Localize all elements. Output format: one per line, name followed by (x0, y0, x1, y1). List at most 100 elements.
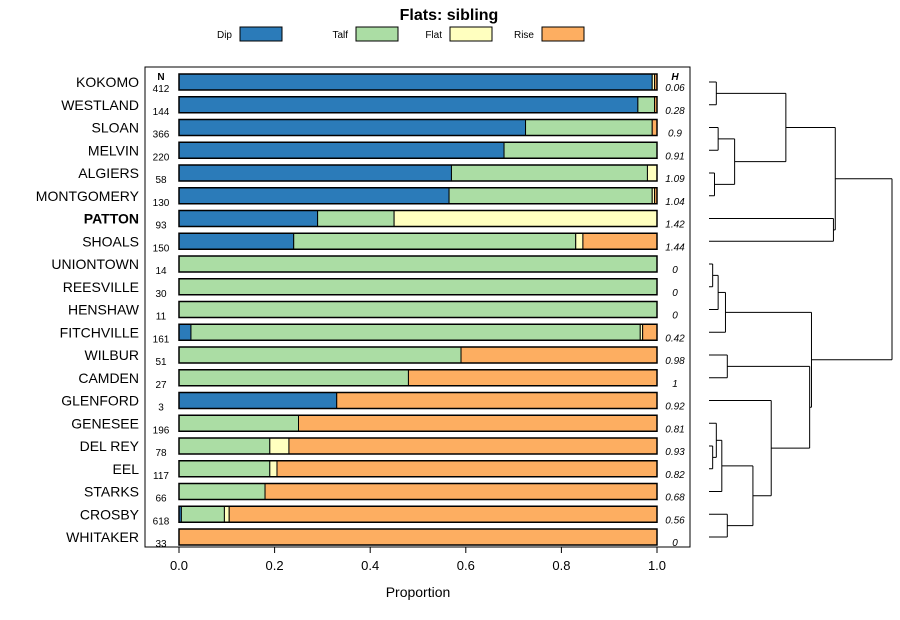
bar-segment-melvin-talf (503, 141, 658, 159)
bar-segment-crosby-rise (228, 505, 658, 523)
bar-outline-del-rey (178, 437, 658, 455)
bar-segment-whitaker-rise (178, 528, 658, 546)
row-label-sloan: SLOAN (92, 120, 139, 136)
bar-outline-wilbur (178, 346, 658, 364)
row-label-montgomery: MONTGOMERY (36, 188, 140, 204)
bar-segment-patton-dip (178, 210, 319, 227)
row-label-melvin: MELVIN (88, 142, 139, 158)
bar-segment-shoals-flat (575, 232, 584, 250)
bar-segment-shoals-talf (293, 232, 577, 250)
bar-outline-henshaw (178, 300, 658, 319)
bar-segment-algiers-dip (178, 164, 452, 182)
bar-segment-del-rey-flat (269, 437, 290, 455)
n-value-whitaker: 33 (155, 539, 167, 550)
h-value-patton: 1.42 (665, 220, 685, 231)
h-value-starks: 0.68 (665, 493, 685, 504)
row-label-crosby: CROSBY (80, 506, 140, 522)
bar-segment-crosby-flat (223, 505, 230, 523)
row-label-starks: STARKS (84, 484, 139, 500)
n-value-henshaw: 11 (156, 312, 167, 323)
bar-outline-patton (178, 209, 658, 228)
n-value-patton: 93 (155, 221, 167, 232)
n-value-montgomery: 130 (153, 198, 170, 209)
bar-segment-del-rey-rise (288, 437, 658, 455)
row-label-westland: WESTLAND (61, 97, 139, 113)
h-value-wilbur: 0.98 (665, 356, 685, 367)
h-value-kokomo: 0.06 (665, 83, 685, 94)
bar-segment-camden-talf (178, 369, 409, 387)
bar-segment-genesee-rise (298, 414, 658, 432)
bar-segment-starks-rise (264, 483, 658, 500)
n-value-genesee: 196 (153, 425, 170, 436)
h-value-algiers: 1.09 (665, 174, 685, 185)
n-value-reesville: 30 (155, 289, 167, 300)
n-value-kokomo: 412 (153, 84, 170, 95)
row-label-wilbur: WILBUR (85, 347, 139, 363)
row-label-shoals: SHOALS (82, 233, 139, 249)
row-label-camden: CAMDEN (78, 370, 139, 386)
legend-label-rise: Rise (514, 30, 534, 41)
bar-segment-camden-rise (407, 369, 658, 387)
bar-segment-westland-talf (637, 96, 656, 114)
bar-segment-sloan-talf (525, 119, 653, 136)
bar-outline-fitchville (178, 323, 658, 341)
h-column-header: H (671, 72, 679, 83)
row-label-algiers: ALGIERS (78, 165, 139, 181)
row-label-genesee: GENESEE (71, 415, 139, 431)
bar-outline-shoals (178, 232, 658, 250)
bar-segment-genesee-talf (178, 414, 299, 432)
n-value-del-rey: 78 (155, 448, 167, 459)
bar-segment-melvin-dip (178, 141, 505, 159)
row-label-uniontown: UNIONTOWN (51, 256, 139, 272)
bar-outline-melvin (178, 141, 658, 159)
legend: Dip Talf Flat Rise (217, 26, 585, 42)
h-value-whitaker: 0 (672, 538, 678, 549)
bar-outline-whitaker (178, 528, 658, 546)
row-label-kokomo: KOKOMO (76, 74, 139, 90)
h-value-reesville: 0 (672, 288, 678, 299)
h-value-camden: 1 (672, 379, 678, 390)
x-tick-label-0-4: 0.4 (361, 558, 379, 573)
legend-swatch-flat (449, 26, 493, 42)
x-tick-label-0-2: 0.2 (266, 558, 284, 573)
bar-outline-camden (178, 369, 658, 387)
row-label-del-rey: DEL REY (80, 438, 140, 454)
x-axis: 0.0 0.2 0.4 0.6 0.8 1.0 (170, 547, 666, 573)
h-value-sloan: 0.9 (668, 129, 682, 140)
bar-outline-westland (178, 96, 658, 114)
n-value-glenford: 3 (158, 403, 164, 414)
n-value-fitchville: 161 (153, 334, 170, 345)
x-tick-label-0-8: 0.8 (552, 558, 570, 573)
row-label-eel: EEL (113, 461, 140, 477)
bar-outline-eel (178, 460, 658, 478)
h-value-fitchville: 0.42 (665, 333, 685, 344)
x-tick-label-0-0: 0.0 (170, 558, 188, 573)
n-column-header: N (157, 72, 164, 83)
plot-panel (144, 66, 691, 548)
row-label-patton: PATTON (84, 211, 139, 227)
bar-segment-algiers-talf (450, 164, 648, 182)
row-label-glenford: GLENFORD (61, 393, 139, 409)
n-value-melvin: 220 (153, 152, 170, 163)
h-value-glenford: 0.92 (665, 402, 685, 413)
n-value-westland: 144 (153, 107, 170, 118)
h-value-shoals: 1.44 (665, 242, 685, 253)
bar-segment-wilbur-rise (460, 346, 658, 364)
legend-swatch-rise (541, 26, 585, 42)
n-value-crosby: 618 (153, 516, 170, 527)
bar-segment-sloan-dip (178, 119, 527, 136)
bar-outline-sloan (178, 118, 658, 137)
row-label-reesville: REESVILLE (63, 279, 139, 295)
legend-swatch-talf (355, 26, 399, 42)
bar-outline-crosby (178, 505, 658, 523)
bar-segment-algiers-flat (646, 164, 658, 182)
bar-segment-crosby-talf (180, 505, 225, 523)
h-value-westland: 0.28 (665, 106, 685, 117)
chart-title: Flats: sibling (400, 7, 499, 24)
bar-segment-fitchville-talf (190, 323, 641, 341)
bar-outline-algiers (178, 164, 658, 182)
bar-segment-shoals-dip (178, 232, 295, 250)
x-axis-label: Proportion (386, 584, 451, 600)
dendrogram (709, 81, 893, 538)
